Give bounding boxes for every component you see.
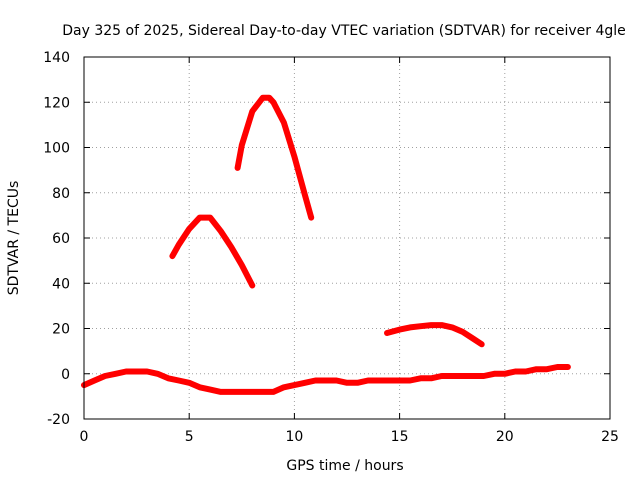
y-tick-label: 60: [52, 231, 70, 247]
x-tick-label: 20: [496, 429, 514, 445]
x-tick-label: 10: [285, 429, 303, 445]
y-tick-label: -20: [47, 412, 70, 428]
axis-ticks: 0 5 10 15 20 25 -20 0 20 40 60 80 100 120 140: [43, 50, 619, 445]
y-tick-label: 100: [43, 141, 70, 157]
plot-frame: [83, 56, 611, 420]
y-tick-label: 140: [43, 50, 70, 66]
y-tick-label: 20: [52, 322, 70, 338]
y-tick-label: 80: [52, 186, 70, 202]
y-tick-label: 0: [61, 367, 70, 383]
series-pass-1: [169, 214, 256, 289]
x-tick-label: 0: [80, 429, 89, 445]
x-axis-label: GPS time / hours: [286, 458, 403, 474]
x-tick-label: 15: [391, 429, 409, 445]
x-tick-label: 5: [185, 429, 194, 445]
y-tick-label: 40: [52, 276, 70, 292]
y-axis-label: SDTVAR / TECUs: [6, 181, 22, 296]
grid-lines: [84, 57, 610, 419]
series-pass-2: [234, 94, 315, 221]
chart-title: Day 325 of 2025, Sidereal Day-to-day VTE…: [62, 23, 626, 39]
series-baseline: [81, 364, 571, 395]
y-tick-label: 120: [43, 95, 70, 111]
series-pass-3: [384, 322, 485, 348]
x-tick-label: 25: [601, 429, 619, 445]
data-series: [81, 94, 571, 395]
